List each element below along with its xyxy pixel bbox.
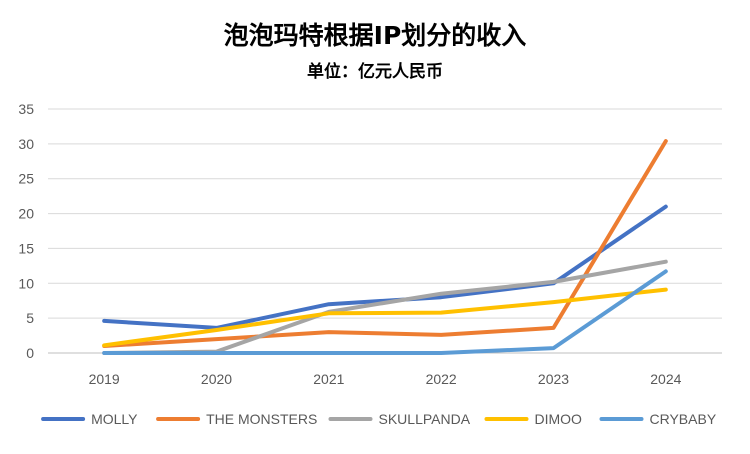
legend-label: MOLLY	[91, 411, 138, 427]
chart-subtitle: 单位：亿元人民币	[307, 61, 443, 82]
x-axis-ticks: 2019 2020 2021 2022 2023 2024	[89, 371, 682, 387]
x-tick-label: 2019	[89, 371, 120, 387]
x-tick-label: 2024	[650, 371, 681, 387]
legend-item: CRYBABY	[599, 411, 717, 427]
legend-label: SKULLPANDA	[379, 411, 471, 427]
legend-item: DIMOO	[484, 411, 583, 427]
legend: MOLLY THE MONSTERS SKULLPANDA DIMOO CRYBABY	[41, 411, 717, 427]
legend-label: THE MONSTERS	[206, 411, 317, 427]
y-tick-label: 25	[18, 171, 34, 187]
series-lines	[102, 139, 668, 355]
gridlines	[48, 108, 722, 354]
y-tick-label: 20	[18, 206, 34, 222]
chart-title: 泡泡玛特根据IP划分的收入	[224, 21, 527, 50]
series-line-crybaby	[102, 269, 668, 355]
y-tick-label: 30	[18, 136, 34, 152]
series-line-dimoo	[102, 287, 668, 348]
y-axis-ticks: 0 5 10 15 20 25 30 35	[18, 101, 34, 361]
x-tick-label: 2022	[426, 371, 457, 387]
y-tick-label: 15	[18, 240, 34, 256]
legend-label: DIMOO	[535, 411, 583, 427]
legend-item: MOLLY	[41, 411, 138, 427]
series-line-molly	[102, 204, 668, 330]
legend-item: THE MONSTERS	[156, 411, 317, 427]
x-tick-label: 2021	[313, 371, 344, 387]
y-tick-label: 10	[18, 275, 34, 291]
x-tick-label: 2023	[538, 371, 569, 387]
y-tick-label: 35	[18, 101, 34, 117]
x-tick-label: 2020	[201, 371, 232, 387]
y-tick-label: 5	[26, 310, 34, 326]
y-tick-label: 0	[26, 345, 34, 361]
legend-label: CRYBABY	[650, 411, 717, 427]
series-line-the-monsters	[102, 139, 668, 348]
legend-item: SKULLPANDA	[328, 411, 471, 427]
